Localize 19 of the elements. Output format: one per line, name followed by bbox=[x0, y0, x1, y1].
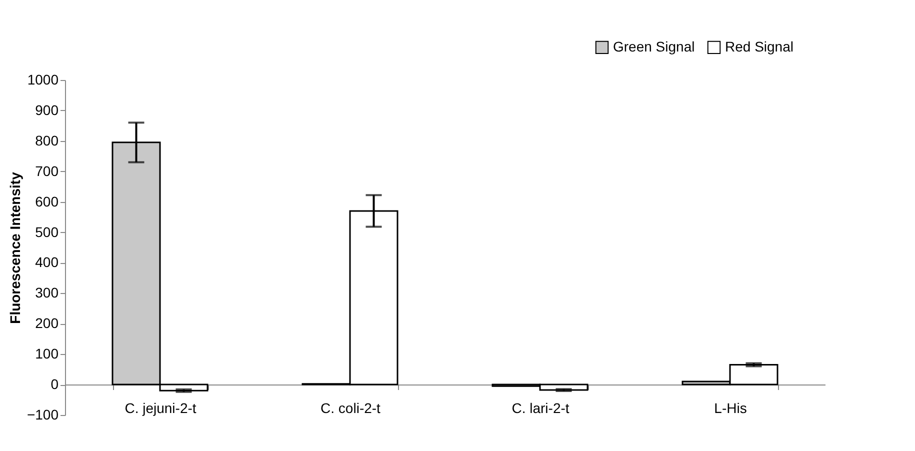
y-tick-label: 0 bbox=[50, 376, 59, 392]
y-axis-title: Fluorescence Intensity bbox=[6, 172, 23, 324]
y-tick-label: −100 bbox=[26, 406, 59, 422]
y-tick-label: 1000 bbox=[27, 72, 59, 88]
y-tick-label: 800 bbox=[35, 132, 59, 148]
y-tick-label: 100 bbox=[35, 346, 59, 362]
y-tick-label: 600 bbox=[35, 193, 59, 210]
y-tick-label: 500 bbox=[35, 224, 59, 240]
x-tick-label: C. lari-2-t bbox=[512, 400, 570, 416]
y-tick-label: 900 bbox=[35, 102, 59, 118]
y-tick-label: 700 bbox=[35, 162, 59, 179]
y-tick-label: 200 bbox=[35, 315, 59, 332]
x-tick-label: C. jejuni-2-t bbox=[124, 400, 196, 416]
y-tick-label: 300 bbox=[35, 284, 59, 301]
x-tick-label: L-His bbox=[714, 400, 747, 416]
legend-label: Red Signal bbox=[725, 38, 794, 54]
y-tick-label: 400 bbox=[35, 254, 59, 270]
legend-label: Green Signal bbox=[613, 38, 695, 54]
x-tick-label: C. coli-2-t bbox=[320, 400, 381, 416]
